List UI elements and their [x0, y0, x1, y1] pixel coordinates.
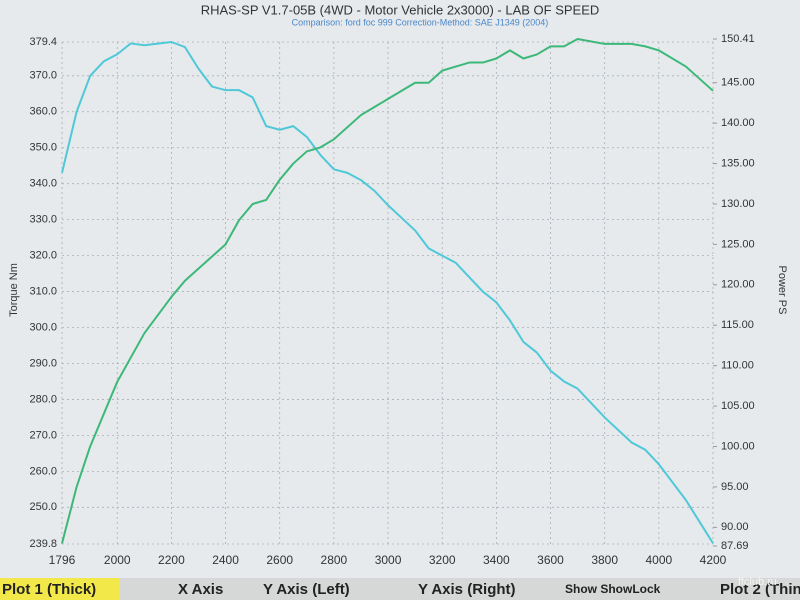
active-tab [0, 578, 120, 600]
y-tick-label: 270.0 [29, 429, 57, 441]
footer-tab: X Axis [178, 581, 223, 598]
y2-tick-label: 87.69 [721, 540, 749, 552]
footer-tab: Y Axis (Left) [263, 581, 350, 598]
y-tick-label: 310.0 [29, 285, 57, 297]
footer-tab: Y Axis (Right) [418, 581, 516, 598]
y2-tick-label: 150.41 [721, 33, 755, 45]
y-tick-label: 250.0 [29, 501, 57, 513]
chart-title: RHAS-SP V1.7-05B (4WD - Motor Vehicle 2x… [201, 2, 600, 17]
y-tick-label: 280.0 [29, 393, 57, 405]
x-tick-label: 2200 [158, 553, 185, 567]
x-tick-label: 2800 [321, 553, 348, 567]
y2-tick-label: 125.00 [721, 238, 755, 250]
y-tick-label: 350.0 [29, 142, 57, 154]
y2-tick-label: 90.00 [721, 521, 749, 533]
y2-tick-label: 100.00 [721, 440, 755, 452]
y-tick-label: 239.8 [29, 538, 57, 550]
x-tick-label: 3600 [537, 553, 564, 567]
y-tick-label: 330.0 [29, 214, 57, 226]
y2-tick-label: 120.00 [721, 279, 755, 291]
y-tick-label: 320.0 [29, 250, 57, 262]
y2-tick-label: 115.00 [721, 319, 754, 331]
y-tick-label: 300.0 [29, 321, 57, 333]
data-line [61, 38, 714, 544]
x-tick-label: 4000 [645, 553, 672, 567]
chart-subtitle: Comparison: ford foc 999 Correction-Meth… [292, 17, 549, 27]
footer-bar [0, 578, 800, 600]
x-tick-label: 2600 [266, 553, 293, 567]
y2-tick-label: 105.00 [721, 400, 755, 412]
y2-tick-label: 130.00 [721, 198, 755, 210]
y2-tick-label: 135.00 [721, 157, 755, 169]
x-tick-label: 2400 [212, 553, 239, 567]
x-tick-label: 3800 [591, 553, 618, 567]
y-axis-label: Torque Nm [8, 263, 20, 317]
x-tick-label: 1796 [49, 553, 76, 567]
y-tick-label: 370.0 [29, 70, 57, 82]
watermark: ffclub.ru [738, 576, 777, 588]
footer-tab: Show ShowLock [565, 582, 661, 596]
y-tick-label: 290.0 [29, 357, 57, 369]
y-tick-label: 360.0 [29, 106, 57, 118]
y-tick-label: 379.4 [29, 36, 57, 48]
x-tick-label: 2000 [104, 553, 131, 567]
y2-tick-label: 140.00 [721, 117, 755, 129]
x-tick-label: 4200 [700, 553, 727, 567]
y2-tick-label: 145.00 [721, 77, 755, 89]
y-tick-label: 340.0 [29, 178, 57, 190]
y-tick-label: 260.0 [29, 465, 57, 477]
footer-tab: Plot 2 (Thin [720, 581, 800, 598]
x-tick-label: 3400 [483, 553, 510, 567]
x-tick-label: 3000 [375, 553, 402, 567]
footer-tab: Plot 1 (Thick) [2, 581, 96, 598]
data-line [61, 41, 714, 544]
y2-axis-label: Power PS [776, 266, 788, 315]
y2-tick-label: 110.00 [721, 360, 754, 372]
x-tick-label: 3200 [429, 553, 456, 567]
y2-tick-label: 95.00 [721, 481, 749, 493]
